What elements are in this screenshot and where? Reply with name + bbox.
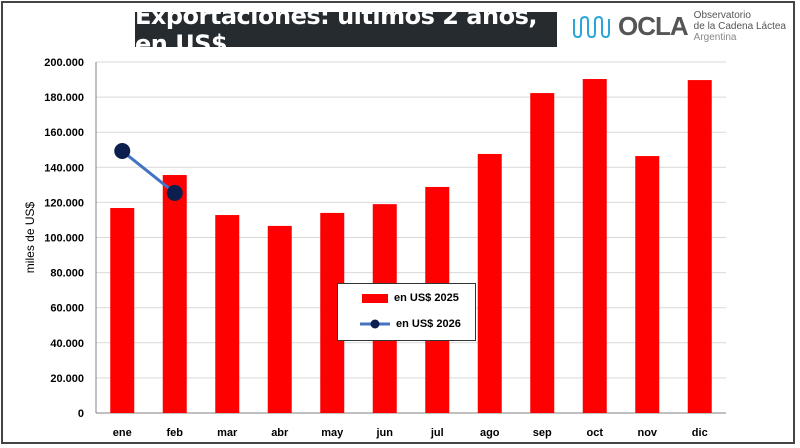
y-tick-label: 20.000	[50, 373, 84, 385]
x-tick-label: nov	[637, 427, 657, 439]
ocla-logo: OCLA Observatorio de la Cadena Láctea Ar…	[572, 10, 786, 43]
y-tick-label: 180.000	[44, 92, 84, 104]
point-2026-ene	[114, 142, 131, 159]
bar-mar	[215, 215, 240, 413]
y-tick-label: 0	[78, 408, 84, 420]
bar-oct	[582, 79, 607, 413]
point-2026-feb	[166, 184, 183, 201]
x-tick-label: feb	[167, 427, 184, 439]
legend-swatch-line	[360, 319, 390, 329]
x-tick-label: oct	[587, 427, 604, 439]
bar-feb	[162, 175, 187, 413]
legend-item-2025: en US$ 2025	[362, 292, 459, 304]
y-tick-label: 140.000	[44, 162, 84, 174]
y-tick-label: 40.000	[50, 338, 84, 350]
line-2026	[121, 149, 176, 195]
x-tick-label: jul	[430, 427, 444, 439]
x-tick-label: abr	[271, 427, 289, 439]
x-tick-label: ene	[113, 427, 132, 439]
x-tick-label: dic	[692, 427, 708, 439]
legend: en US$ 2025 en US$ 2026	[337, 283, 476, 341]
y-tick-label: 120.000	[44, 197, 84, 209]
logo-line1: Observatorio	[693, 10, 751, 21]
logo-line3: Argentina	[693, 32, 737, 43]
x-tick-label: may	[321, 427, 344, 439]
x-tick-label: sep	[533, 427, 552, 439]
wave-logo-icon	[573, 15, 610, 38]
bar-ago	[477, 153, 502, 413]
logo-line2: de la Cadena Láctea	[693, 21, 786, 32]
bar-dic	[687, 80, 712, 413]
x-tick-label: jun	[376, 427, 394, 439]
y-tick-label: 160.000	[44, 127, 84, 139]
y-axis-label: miles de US$	[23, 202, 37, 274]
bar-ene	[110, 208, 135, 413]
legend-label: en US$ 2025	[394, 292, 459, 304]
legend-label: en US$ 2026	[396, 318, 461, 330]
x-tick-label: ago	[480, 427, 500, 439]
bar-nov	[635, 156, 660, 413]
y-tick-label: 100.000	[44, 233, 84, 245]
bar-sep	[530, 93, 555, 413]
y-tick-label: 60.000	[50, 303, 84, 315]
y-tick-label: 200.000	[44, 57, 84, 69]
x-tick-label: mar	[217, 427, 238, 439]
y-tick-label: 80.000	[50, 268, 84, 280]
logo-name: OCLA	[618, 11, 689, 41]
bar-abr	[267, 225, 292, 413]
legend-item-2026: en US$ 2026	[358, 318, 461, 330]
legend-swatch-bar	[362, 293, 388, 303]
